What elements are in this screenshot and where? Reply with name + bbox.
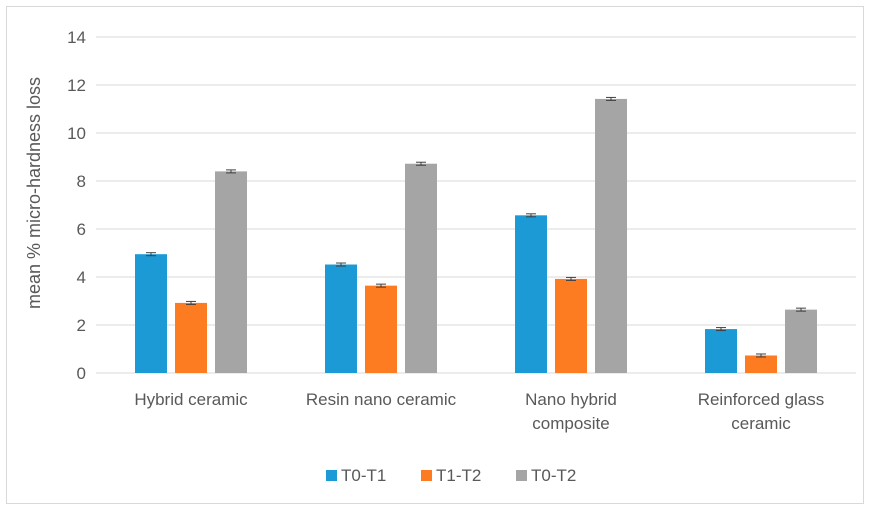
y-tick-label: 0 <box>77 364 86 383</box>
bar-t0-t1 <box>325 264 357 373</box>
bar-t0-t2 <box>595 98 627 374</box>
x-category-label: Reinforced glass ceramic <box>698 390 825 433</box>
bar-t1-t2 <box>745 355 777 373</box>
legend-label: T0-T1 <box>341 466 386 485</box>
y-tick-label: 4 <box>77 268 86 287</box>
y-tick-label: 8 <box>77 172 86 191</box>
bar-t1-t2 <box>555 278 587 373</box>
legend-swatch <box>326 470 337 481</box>
bar-t0-t1 <box>705 329 737 373</box>
y-tick-label: 6 <box>77 220 86 239</box>
y-tick-label: 14 <box>67 28 86 47</box>
bar-t0-t2 <box>785 309 817 373</box>
x-axis-category-labels: Hybrid ceramic Resin nano ceramic Nano hyb… <box>134 390 824 433</box>
y-axis-tick-labels: 0 2 4 6 8 10 12 14 <box>67 28 86 383</box>
x-category-label: Resin nano ceramic <box>306 390 457 409</box>
bar-t0-t2 <box>215 171 247 373</box>
bar-chart: 0 2 4 6 8 10 12 14 mean % micro-hardness loss H… <box>24 28 856 485</box>
bar-t0-t2 <box>405 163 437 373</box>
x-category-label: Hybrid ceramic <box>134 390 248 409</box>
bar-t1-t2 <box>175 302 207 373</box>
x-category-label: Nano hybrid composite <box>525 390 617 433</box>
gridlines <box>96 36 856 374</box>
bar-t0-t1 <box>515 215 547 373</box>
legend-swatch <box>516 470 527 481</box>
bar-t1-t2 <box>365 285 397 373</box>
bars <box>135 96 817 374</box>
y-tick-label: 10 <box>67 124 86 143</box>
bar-t0-t1 <box>135 254 167 373</box>
legend-swatch <box>421 470 432 481</box>
legend-label: T0-T2 <box>531 466 576 485</box>
legend-label: T1-T2 <box>436 466 481 485</box>
y-tick-label: 2 <box>77 316 86 335</box>
y-tick-label: 12 <box>67 76 86 95</box>
y-axis-label: mean % micro-hardness loss <box>24 77 44 309</box>
legend: T0-T1 T1-T2 T0-T2 <box>326 466 576 485</box>
chart-frame: 0 2 4 6 8 10 12 14 mean % micro-hardness loss H… <box>6 6 864 504</box>
